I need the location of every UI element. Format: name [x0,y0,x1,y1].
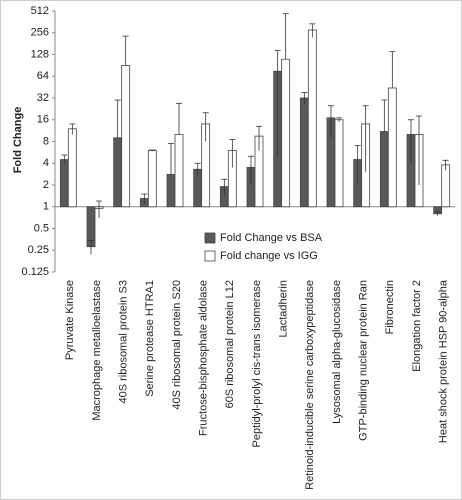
y-tick-label: 0.125 [21,266,49,278]
legend-label: Fold Change vs BSA [220,232,323,244]
bar [174,134,184,208]
bar [166,174,176,208]
x-tick-label: Fibronectin [384,280,396,334]
bar [113,137,123,208]
bar [387,87,397,208]
x-tick-label: Elongation factor 2 [411,280,423,372]
y-tick-label: 128 [31,48,49,60]
bar [441,164,451,208]
x-tick-label: Heat shock protein HSP 90-alpha [438,279,450,443]
y-tick-label: 1 [43,201,49,213]
bar [334,119,344,208]
y-tick-label: 512 [31,5,49,17]
bar [67,128,77,208]
x-tick-label: Lactadherin [278,280,290,338]
x-tick-label: Fructose-bisphosphate aldolase [198,280,210,436]
y-tick-label: 0.25 [28,244,49,256]
y-tick-label: 32 [37,92,49,104]
bar [307,29,317,208]
y-tick-label: 16 [37,114,49,126]
y-tick-label: 2 [43,179,49,191]
y-tick-label: 8 [43,135,49,147]
x-tick-label: Peptidyl-prolyl cis-trans isomerase [251,280,263,448]
x-tick-label: Pyruvate Kinase [64,280,76,360]
bar [281,58,291,208]
x-tick-label: Macrophage metalloelastase [91,280,103,421]
x-tick-label: GTP-binding nuclear protein Ran [358,280,370,441]
legend-label: Fold change vs IGG [220,250,318,262]
x-tick-label: 60S ribosomal protein L12 [224,280,236,408]
x-tick-label: Retinoid-inducible serine carboxypeptida… [304,280,316,490]
legend-swatch [204,250,216,262]
y-tick-label: 4 [43,157,49,169]
bar [59,159,69,208]
bar [299,97,309,208]
y-axis-title: Fold Change [12,107,24,174]
x-tick-label: 40S ribosomal protein S20 [171,280,183,410]
y-tick-label: 256 [31,27,49,39]
legend-swatch [204,232,216,244]
x-tick-label: 40S ribosomal protein S3 [118,280,130,404]
bar [121,65,131,208]
y-tick-label: 0.5 [34,222,49,234]
y-tick-label: 64 [37,70,49,82]
bar [379,131,389,208]
x-tick-label: Serine protease HTRA1 [144,280,156,397]
x-tick-label: Lysosomal alpha-glucosidase [331,280,343,424]
bar [147,150,157,208]
